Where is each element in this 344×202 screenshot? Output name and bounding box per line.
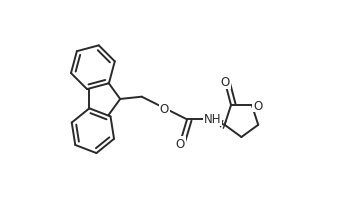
Text: O: O xyxy=(160,102,169,115)
Text: O: O xyxy=(176,137,185,150)
Text: O: O xyxy=(254,99,262,112)
Text: NH: NH xyxy=(204,112,222,125)
Text: O: O xyxy=(221,76,230,88)
